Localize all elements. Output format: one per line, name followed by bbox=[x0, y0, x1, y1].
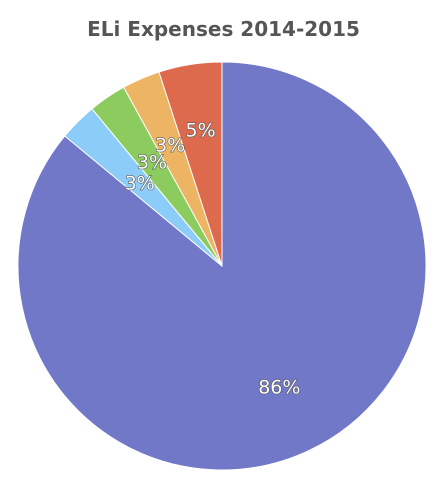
pie-slice-5 bbox=[158, 61, 223, 267]
pie-slice-label-5: 5% bbox=[186, 120, 216, 142]
pie-slice-label-2: 3% bbox=[125, 172, 155, 194]
pie-slice-label-1: 86% bbox=[258, 376, 300, 398]
pie-labels: 86%3%3%3%5% bbox=[124, 119, 301, 399]
chart-title: ELi Expenses 2014-2015 bbox=[87, 17, 360, 41]
pie-slice-label-3: 3% bbox=[137, 152, 167, 174]
pie-slice-label-4: 3% bbox=[155, 135, 185, 157]
pie-slices bbox=[17, 61, 427, 471]
